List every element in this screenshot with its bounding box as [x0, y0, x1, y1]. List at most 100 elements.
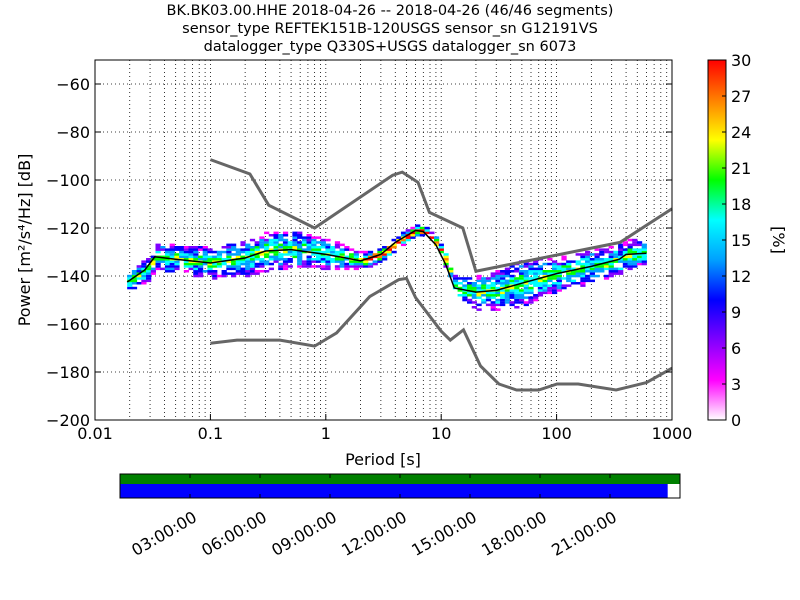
ppsd-cell: [249, 270, 256, 273]
ppsd-cell: [155, 267, 161, 271]
ppsd-cell: [594, 253, 600, 256]
ppsd-cell: [311, 248, 317, 251]
ppsd-cell: [495, 301, 501, 304]
ppsd-cell: [273, 234, 279, 237]
ppsd-cell: [405, 238, 411, 242]
ppsd-cell: [462, 296, 468, 299]
ppsd-cell: [636, 262, 643, 266]
ppsd-cell: [490, 306, 496, 309]
ppsd-cell: [481, 291, 487, 295]
ppsd-cell: [146, 272, 152, 275]
ppsd-cell: [613, 270, 619, 273]
ppsd-cell: [514, 301, 520, 304]
ppsd-cell: [160, 246, 166, 249]
ppsd-cell: [462, 284, 468, 287]
ppsd-cell: [249, 272, 256, 275]
ppsd-cell: [622, 248, 629, 251]
ppsd-cell: [320, 260, 326, 263]
ppsd-cell: [164, 258, 171, 261]
ppsd-cell: [221, 272, 227, 275]
ppsd-cell: [561, 262, 567, 266]
ppsd-cell: [278, 246, 284, 249]
ppsd-cell: [523, 303, 529, 307]
ppsd-cell: [537, 267, 544, 271]
ppsd-cell: [193, 250, 199, 254]
ppsd-cell: [566, 267, 572, 271]
ppsd-cell: [245, 262, 251, 266]
ppsd-cell: [575, 274, 581, 278]
ppsd-cell: [127, 274, 133, 278]
ppsd-cell: [443, 255, 449, 259]
ppsd-cell: [603, 274, 610, 278]
ppsd-cell: [297, 234, 303, 237]
ppsd-cell: [495, 291, 501, 295]
ppsd-cell: [608, 258, 614, 261]
ppsd-cell: [226, 248, 232, 251]
ppsd-cell: [433, 236, 440, 239]
ppsd-cell: [594, 248, 600, 251]
ppsd-cell: [363, 262, 369, 266]
ppsd-cell: [622, 262, 629, 266]
ppsd-cell: [514, 289, 520, 292]
ppsd-cell: [282, 238, 289, 242]
ppsd-cell: [618, 260, 624, 263]
ppsd-cell: [193, 253, 199, 256]
ppsd-cell: [608, 262, 614, 266]
ppsd-cell: [509, 274, 515, 278]
ppsd-cell: [301, 262, 308, 266]
ppsd-cell: [264, 238, 270, 242]
ppsd-cell: [490, 291, 496, 295]
ppsd-cell: [514, 306, 520, 309]
ppsd-cell: [259, 260, 265, 263]
ppsd-cell: [575, 270, 581, 273]
ppsd-cell: [457, 294, 463, 297]
ppsd-cell: [141, 282, 147, 285]
ppsd-cell: [504, 274, 511, 278]
ppsd-cell: [551, 291, 558, 295]
ppsd-cell: [306, 243, 312, 247]
ppsd-cell: [580, 282, 586, 285]
ppsd-cell: [476, 284, 482, 287]
ppsd-cell: [193, 267, 199, 271]
timeline-tick-label: 15:00:00: [408, 507, 480, 559]
ppsd-cell: [509, 282, 515, 285]
ppsd-cell: [485, 294, 492, 297]
ppsd-cell: [599, 250, 605, 254]
ppsd-cell: [410, 229, 416, 232]
ppsd-cell: [311, 253, 317, 256]
ppsd-cell: [636, 250, 643, 254]
ppsd-cell: [240, 272, 246, 275]
ppsd-cell: [400, 231, 407, 235]
ppsd-cell: [485, 279, 492, 283]
ppsd-cell: [589, 274, 595, 278]
ppsd-cell: [315, 236, 322, 239]
ppsd-cell: [429, 236, 435, 239]
ppsd-cell: [164, 267, 171, 271]
ppsd-cell: [410, 226, 416, 230]
ppsd-cell: [254, 258, 260, 261]
ppsd-cell: [504, 279, 511, 283]
ppsd-cell: [240, 262, 246, 266]
ppsd-cell: [212, 277, 218, 280]
ppsd-cell: [641, 258, 647, 261]
ppsd-cell: [169, 243, 175, 247]
timeline-tick-label: 21:00:00: [548, 507, 620, 559]
ppsd-cell: [160, 260, 166, 263]
ppsd-cell: [452, 277, 459, 280]
ppsd-cell: [514, 296, 520, 299]
ppsd-cell: [202, 260, 208, 263]
ppsd-cell: [419, 229, 426, 232]
ppsd-cell: [585, 253, 591, 256]
ppsd-cell: [528, 265, 534, 268]
ppsd-cell: [264, 241, 270, 244]
ppsd-cell: [589, 258, 595, 261]
ppsd-cell: [306, 248, 312, 251]
ppsd-cell: [490, 282, 496, 285]
ppsd-cell: [547, 279, 553, 283]
ppsd-cell: [481, 277, 487, 280]
ppsd-cell: [349, 255, 355, 259]
ppsd-cell: [514, 284, 520, 287]
ppsd-cell: [197, 246, 204, 249]
ppsd-cell: [547, 277, 553, 280]
ppsd-cell: [518, 279, 525, 283]
